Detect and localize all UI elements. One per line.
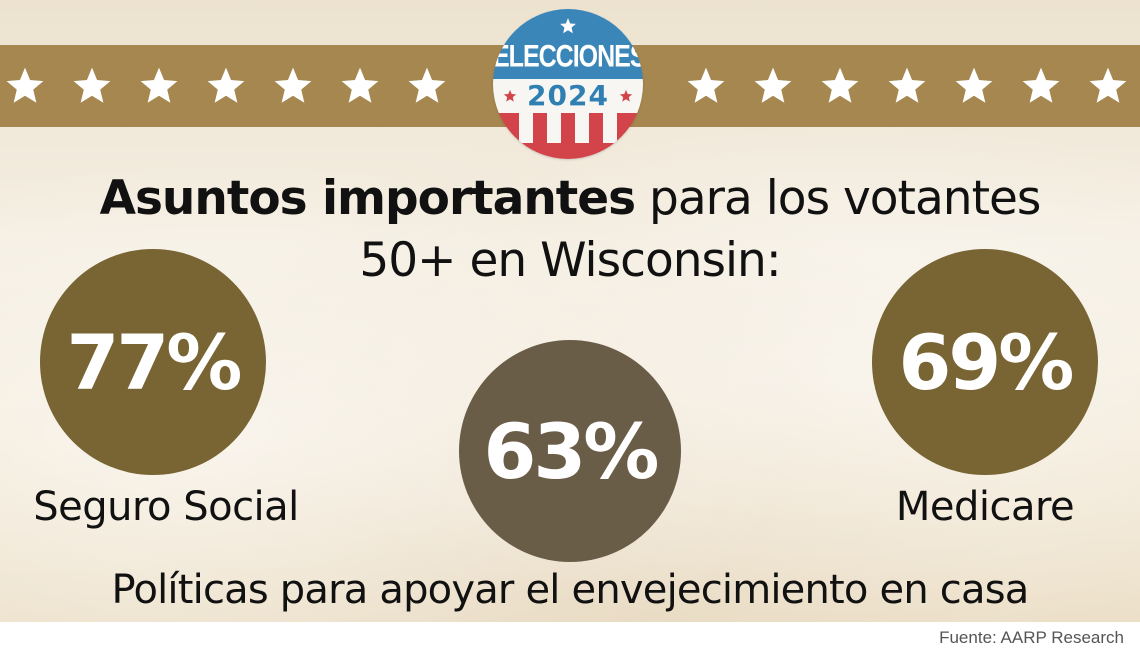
stat-label-envejecimiento: Políticas para apoyar el envejecimiento … xyxy=(111,567,1030,613)
source-caption: Fuente: AARP Research xyxy=(939,628,1124,647)
badge-star-icon xyxy=(560,18,576,34)
stat-circle-seguro-social: 77% xyxy=(40,249,266,475)
stat-value: 77% xyxy=(66,317,243,407)
star-icon xyxy=(408,67,446,103)
stat-value: 63% xyxy=(483,406,660,496)
star-icon xyxy=(955,67,993,103)
stat-label-medicare: Medicare xyxy=(895,484,1075,530)
headline-rest: para los votantes xyxy=(635,171,1041,226)
stars-right xyxy=(685,45,1129,127)
badge-red-star-icon xyxy=(619,89,633,102)
stars-left xyxy=(4,45,448,127)
headline-bold: Asuntos importantes xyxy=(99,171,637,226)
star-icon xyxy=(341,67,379,103)
elecciones-2024-badge: ELECCIONES 2024 xyxy=(493,9,643,159)
star-icon xyxy=(1089,67,1127,103)
badge-white-band xyxy=(493,79,643,113)
badge-red-star-icon xyxy=(503,89,517,102)
stat-label-seguro-social: Seguro Social xyxy=(33,484,299,530)
headline-line-1: Asuntos importantes para los votantes xyxy=(0,168,1140,230)
star-icon xyxy=(6,67,44,103)
badge-stripe xyxy=(519,113,533,143)
badge-year: 2024 xyxy=(527,79,609,112)
star-icon xyxy=(1022,67,1060,103)
badge-red-field xyxy=(493,113,643,159)
star-icon xyxy=(687,67,725,103)
headline: Asuntos importantes para los votantes 50… xyxy=(0,168,1140,292)
star-icon xyxy=(207,67,245,103)
badge-stripe xyxy=(547,113,561,143)
star-icon xyxy=(140,67,178,103)
badge-word: ELECCIONES xyxy=(493,39,643,74)
star-icon xyxy=(888,67,926,103)
star-icon xyxy=(754,67,792,103)
star-icon xyxy=(821,67,859,103)
badge-stripe xyxy=(603,113,617,143)
star-icon xyxy=(73,67,111,103)
badge-stripe xyxy=(575,113,589,143)
stat-circle-medicare: 69% xyxy=(872,249,1098,475)
star-icon xyxy=(274,67,312,103)
stat-value: 69% xyxy=(898,317,1075,407)
badge-stripes xyxy=(493,113,643,143)
stat-circle-envejecimiento: 63% xyxy=(459,340,681,562)
infographic-canvas: ELECCIONES 2024 Asuntos importantes para… xyxy=(0,0,1140,622)
headline-line-2: 50+ en Wisconsin: xyxy=(359,233,781,288)
